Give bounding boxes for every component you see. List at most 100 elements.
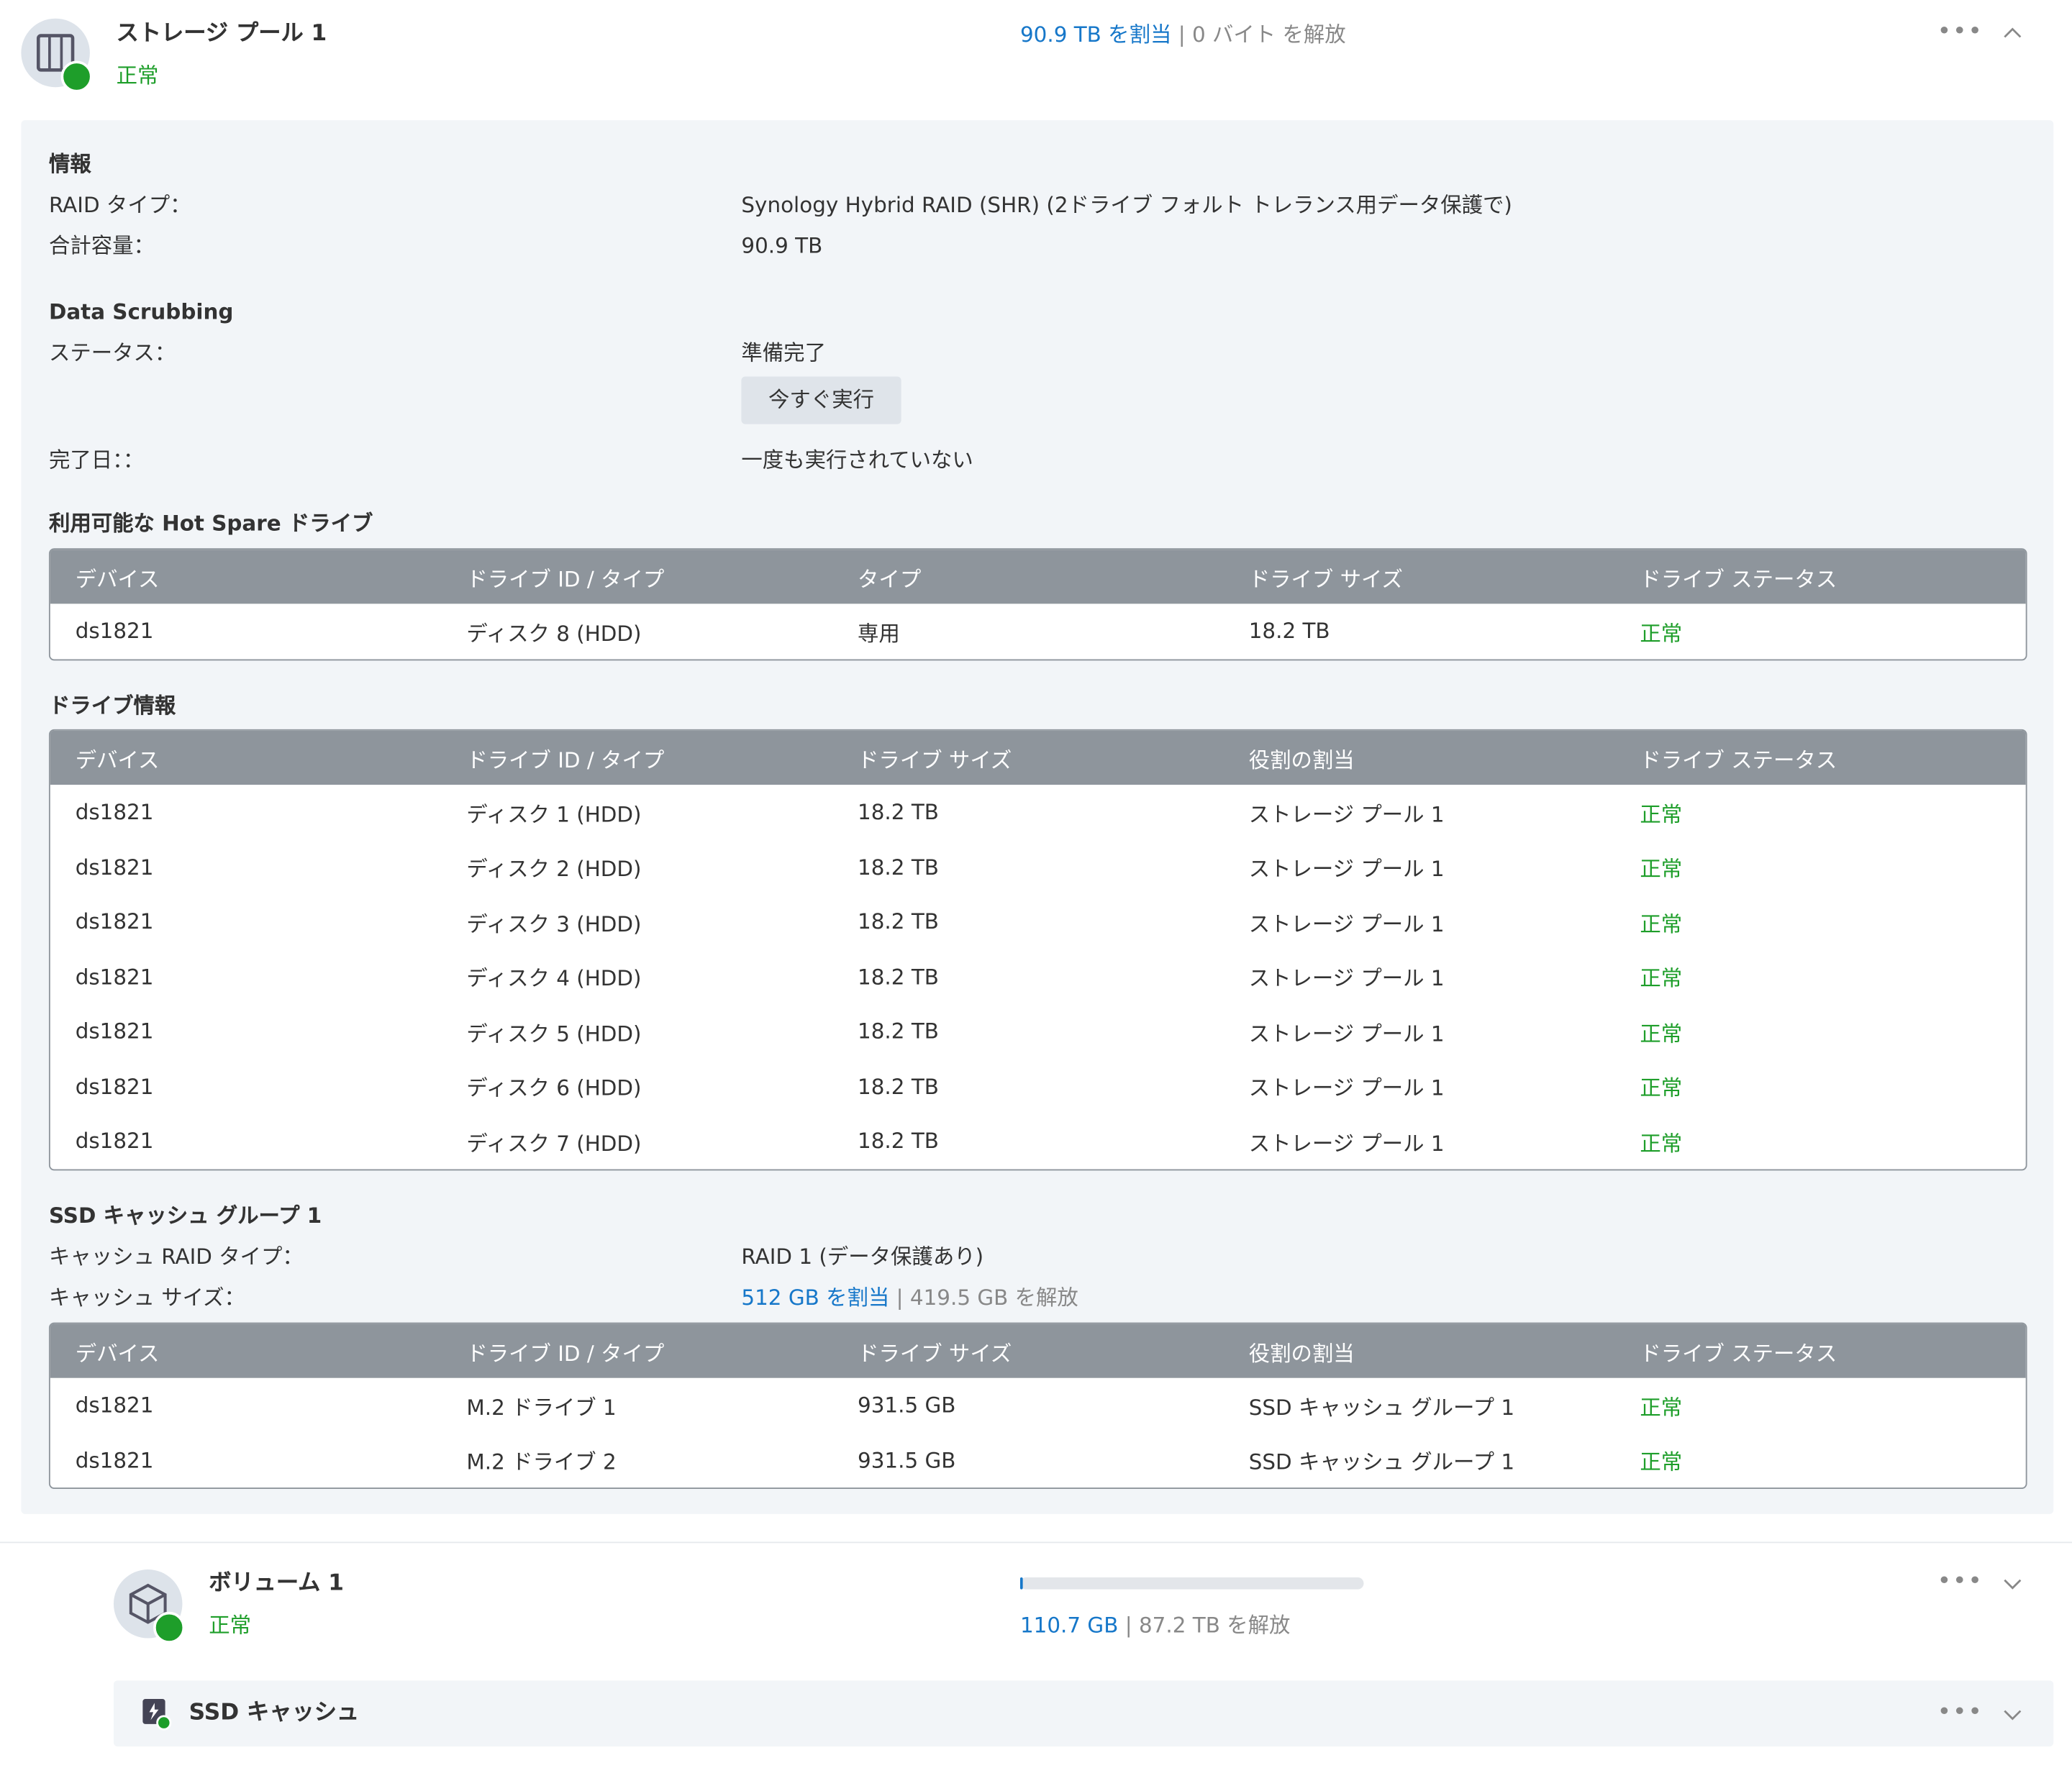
table-row: ds1821 ディスク 1 (HDD) 18.2 TB ストレージ プール 1 正常 xyxy=(50,785,2026,839)
table-cell: 18.2 TB xyxy=(858,1019,939,1044)
column-header: ドライブ ステータス xyxy=(1640,747,1837,773)
column-header: ドライブ サイズ xyxy=(858,1340,1012,1366)
table-row: ds1821 M.2 ドライブ 2 931.5 GB SSD キャッシュ グループ 1… xyxy=(50,1433,2026,1487)
table-cell: M.2 ドライブ 2 xyxy=(466,1449,617,1475)
section-heading: Data Scrubbing xyxy=(48,299,234,324)
separator: | xyxy=(1178,22,1186,47)
table-cell: M.2 ドライブ 1 xyxy=(466,1395,617,1421)
pool-usage: 90.9 TB を割当 | 0 バイト を解放 xyxy=(1020,14,1346,55)
table-row: ds1821 ディスク 6 (HDD) 18.2 TB ストレージ プール 1 正常 xyxy=(50,1059,2026,1113)
column-header: デバイス xyxy=(75,1340,160,1366)
volume-title: ボリューム 1 xyxy=(209,1569,345,1597)
table-cell: ディスク 2 (HDD) xyxy=(466,856,642,882)
table-cell: 18.2 TB xyxy=(858,854,939,880)
table-cell: ストレージ プール 1 xyxy=(1248,911,1445,937)
expand-button[interactable] xyxy=(2002,1575,2023,1593)
table-cell: SSD キャッシュ グループ 1 xyxy=(1248,1449,1515,1475)
table-header: デバイス ドライブ ID / タイプ ドライブ サイズ 役割の割当 ドライブ ステータス xyxy=(50,1323,2026,1378)
status-cell: 正常 xyxy=(1640,1449,1683,1475)
column-header: デバイス xyxy=(75,566,160,591)
pool-free: 0 バイト を解放 xyxy=(1191,22,1346,47)
pool-icon-graphic xyxy=(36,34,75,72)
table-cell: 18.2 TB xyxy=(858,799,939,825)
more-button[interactable]: ••• xyxy=(1937,1698,1984,1726)
table-cell: ds1821 xyxy=(75,1019,154,1044)
more-button[interactable]: ••• xyxy=(1937,17,1984,46)
table-cell: ストレージ プール 1 xyxy=(1248,1021,1445,1047)
table-cell: ディスク 3 (HDD) xyxy=(466,911,642,937)
run-now-button[interactable]: 今すぐ実行 xyxy=(741,376,901,424)
status-cell: 正常 xyxy=(1640,1130,1683,1156)
table-cell: ds1821 xyxy=(75,1393,154,1418)
table-header: デバイス ドライブ ID / タイプ タイプ ドライブ サイズ ドライブ ステータス xyxy=(50,550,2026,604)
volume-free: 87.2 TB を解放 xyxy=(1138,1612,1291,1638)
cache-free: 419.5 GB を解放 xyxy=(909,1285,1078,1311)
table-cell: ストレージ プール 1 xyxy=(1248,856,1445,882)
field-label: ステータス： xyxy=(48,340,176,365)
status-cell: 正常 xyxy=(1640,911,1683,937)
table-cell: 931.5 GB xyxy=(858,1393,956,1418)
volume-used: 110.7 GB xyxy=(1019,1612,1119,1638)
table-cell: ds1821 xyxy=(75,799,154,825)
table-row: ds1821 ディスク 2 (HDD) 18.2 TB ストレージ プール 1 正常 xyxy=(50,839,2026,894)
field-value: 準備完了 xyxy=(741,340,826,365)
expand-button[interactable] xyxy=(2002,1705,2023,1724)
table-cell: 18.2 TB xyxy=(858,1129,939,1154)
table-row: ds1821 ディスク 3 (HDD) 18.2 TB ストレージ プール 1 正常 xyxy=(50,894,2026,949)
column-header: ドライブ ステータス xyxy=(1640,1340,1837,1366)
table-cell: 18.2 TB xyxy=(1248,619,1330,644)
column-header: ドライブ サイズ xyxy=(858,747,1012,773)
pool-icon xyxy=(21,18,93,93)
status-cell: 正常 xyxy=(1640,856,1683,882)
table-row: ds1821 ディスク 5 (HDD) 18.2 TB ストレージ プール 1 正常 xyxy=(50,1004,2026,1059)
status-cell: 正常 xyxy=(1640,1075,1683,1101)
table-row: ds1821 ディスク 7 (HDD) 18.2 TB ストレージ プール 1 正常 xyxy=(50,1113,2026,1168)
ssd-cache-row[interactable] xyxy=(113,1680,2054,1747)
table-cell: ディスク 4 (HDD) xyxy=(466,966,642,992)
volume-icon xyxy=(113,1569,186,1644)
cache-usage: 512 GB を割当 | 419.5 GB を解放 xyxy=(741,1277,1078,1318)
table-cell: ディスク 1 (HDD) xyxy=(466,801,642,827)
table-cell: ds1821 xyxy=(75,964,154,990)
table-row: ds1821 ディスク 8 (HDD) 専用 18.2 TB 正常 xyxy=(50,603,2026,658)
section-heading: ドライブ情報 xyxy=(48,693,176,719)
table-cell: ds1821 xyxy=(75,1447,154,1473)
table-cell: 18.2 TB xyxy=(858,1073,939,1099)
field-label: キャッシュ RAID タイプ： xyxy=(48,1244,304,1270)
drive-table: デバイス ドライブ ID / タイプ ドライブ サイズ 役割の割当 ドライブ ステータス… xyxy=(48,729,2027,1170)
pool-title: ストレージ プール 1 xyxy=(116,20,327,47)
column-header: 役割の割当 xyxy=(1248,1340,1355,1366)
field-value: Synology Hybrid RAID (SHR) (2ドライブ フォルト ト… xyxy=(741,192,1512,218)
collapse-button[interactable] xyxy=(2002,24,2023,42)
pool-status: 正常 xyxy=(116,63,159,88)
column-header: ドライブ ステータス xyxy=(1640,566,1837,591)
table-cell: ds1821 xyxy=(75,909,154,935)
table-cell: 18.2 TB xyxy=(858,909,939,935)
more-button[interactable]: ••• xyxy=(1937,1567,1984,1595)
field-value: RAID 1 (データ保護あり) xyxy=(741,1244,984,1270)
separator: | xyxy=(896,1285,904,1311)
field-label: キャッシュ サイズ： xyxy=(48,1285,245,1311)
table-cell: 931.5 GB xyxy=(858,1447,956,1473)
section-heading: 情報 xyxy=(48,151,91,177)
volume-status: 正常 xyxy=(209,1612,252,1638)
table-row: ds1821 M.2 ドライブ 1 931.5 GB SSD キャッシュ グループ 1… xyxy=(50,1378,2026,1433)
cache-allocated: 512 GB を割当 xyxy=(741,1285,890,1311)
table-cell: ds1821 xyxy=(75,619,154,644)
table-cell: SSD キャッシュ グループ 1 xyxy=(1248,1395,1515,1421)
table-cell: ストレージ プール 1 xyxy=(1248,966,1445,992)
ssd-cache-title: SSD キャッシュ xyxy=(188,1699,360,1726)
pool-allocated: 90.9 TB を割当 xyxy=(1019,22,1172,47)
table-cell: ディスク 7 (HDD) xyxy=(466,1130,642,1156)
section-heading: 利用可能な Hot Spare ドライブ xyxy=(48,510,373,536)
table-cell: ストレージ プール 1 xyxy=(1248,1130,1445,1156)
column-header: デバイス xyxy=(75,747,160,773)
table-header: デバイス ドライブ ID / タイプ ドライブ サイズ 役割の割当 ドライブ ステータス xyxy=(50,730,2026,785)
column-header: ドライブ サイズ xyxy=(1248,566,1403,591)
volume-icon-graphic xyxy=(129,1583,167,1624)
column-header: タイプ xyxy=(858,566,922,591)
field-label: 合計容量： xyxy=(48,233,155,259)
ssd-cache-icon xyxy=(142,1699,172,1731)
